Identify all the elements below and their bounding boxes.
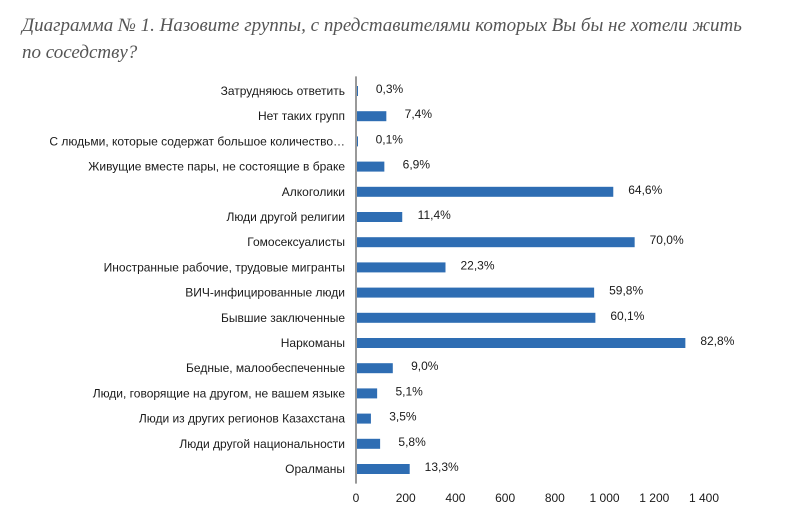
bar <box>357 413 371 424</box>
data-label: 13,3% <box>425 460 459 474</box>
data-label: 11,4% <box>418 208 451 222</box>
data-label: 82,8% <box>700 334 734 348</box>
data-label: 0,3% <box>376 82 404 96</box>
x-tick-label: 400 <box>445 491 465 505</box>
category-label: Живущие вместе пары, не состоящие в брак… <box>88 160 345 174</box>
data-label: 64,6% <box>628 183 662 197</box>
category-label: Оралманы <box>285 462 345 476</box>
bars <box>357 86 686 474</box>
bar <box>357 186 614 197</box>
bar <box>357 438 381 449</box>
data-label: 60,1% <box>610 309 644 323</box>
category-label: Люди другой национальности <box>179 437 345 451</box>
category-label: Алкоголики <box>282 185 345 199</box>
category-label: Иностранные рабочие, трудовые мигранты <box>104 260 345 274</box>
category-label: Нет таких групп <box>258 109 345 123</box>
bar <box>357 262 446 273</box>
bar <box>357 111 387 122</box>
x-tick-label: 1 200 <box>639 491 669 505</box>
category-label: Люди из других регионов Казахстана <box>139 412 345 426</box>
x-tick-label: 1 400 <box>689 491 719 505</box>
bar <box>357 363 393 374</box>
category-labels: Затрудняюсь ответить Нет таких групп С люд… <box>49 84 345 476</box>
category-label: Люди другой религии <box>227 210 345 224</box>
data-label: 9,0% <box>411 359 439 373</box>
bar <box>357 136 358 147</box>
bar <box>357 338 686 348</box>
category-label: Люди, говорящие на другом, не вашем язык… <box>93 386 346 400</box>
data-label: 70,0% <box>650 233 684 247</box>
category-label: ВИЧ-инфицированные люди <box>185 286 345 300</box>
x-tick-label: 200 <box>396 491 416 505</box>
bar <box>357 287 595 298</box>
bar <box>357 388 378 399</box>
data-label: 3,5% <box>389 410 417 424</box>
data-label: 22,3% <box>460 258 494 272</box>
x-tick-label: 1 000 <box>590 491 620 505</box>
bar <box>357 86 358 96</box>
data-label: 6,9% <box>403 158 431 172</box>
x-tick-label: 600 <box>495 491 515 505</box>
category-label: Бедные, малообеспеченные <box>186 361 345 375</box>
category-label: Затрудняюсь ответить <box>221 84 345 98</box>
x-tick-label: 0 <box>353 491 360 505</box>
bar <box>357 212 403 222</box>
value-labels: 0,3%7,4%0,1% 6,9% 64,6% 11,4% 70,0% 22,3% 59,8… <box>376 82 735 474</box>
chart-title: Диаграмма № 1. Назовите группы, с предст… <box>22 15 742 63</box>
bar <box>357 312 596 323</box>
x-tick-label: 800 <box>545 491 565 505</box>
data-label: 5,8% <box>398 435 426 449</box>
bar <box>357 161 385 172</box>
category-label: С людьми, которые содержат большое колич… <box>49 134 345 148</box>
data-label: 7,4% <box>405 107 433 121</box>
category-label: Бывшие заключенные <box>221 311 345 325</box>
category-label: Наркоманы <box>281 336 345 350</box>
category-label: Гомосексуалисты <box>247 235 345 249</box>
bar <box>357 237 635 248</box>
data-label: 59,8% <box>609 284 643 298</box>
data-label: 0,1% <box>376 132 404 146</box>
data-label: 5,1% <box>395 384 423 398</box>
axes: 0 200 400 600 800 1 000 1 200 1 400 <box>353 76 719 505</box>
bar <box>357 464 410 474</box>
